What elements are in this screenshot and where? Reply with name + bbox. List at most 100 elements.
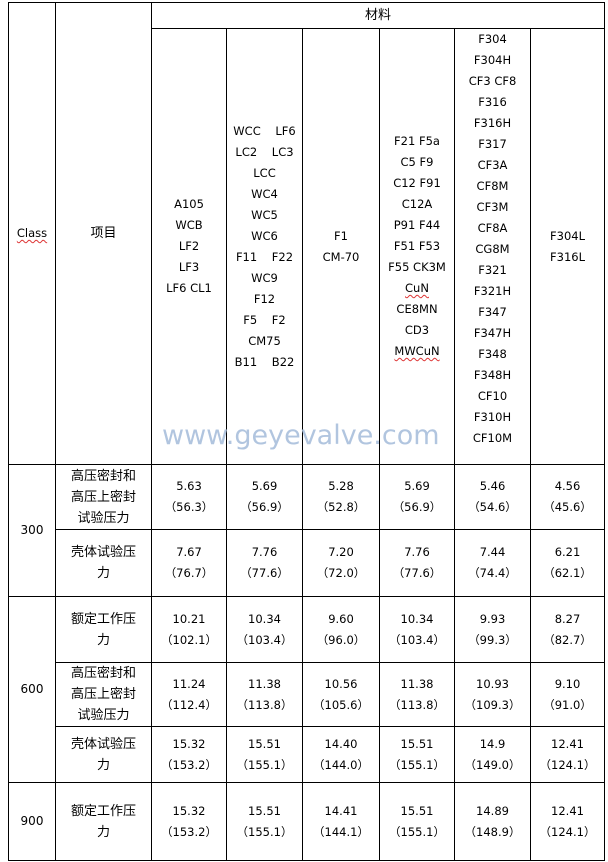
pressure-mpa: 15.51 [248,736,281,751]
pressure-bar: （124.1） [539,757,596,772]
material-grade: F304H [473,53,512,67]
pressure-mpa: 7.76 [404,545,430,559]
pressure-value-cell: 9.10 （91.0） [529,662,606,727]
material-grade: CE8MN [396,302,438,316]
class-header: Class [8,2,56,465]
item-cell: 壳体试验压力 [55,726,152,783]
pressure-mpa: 10.34 [248,611,281,626]
pressure-bar: （124.1） [539,824,596,839]
pressure-mpa: 14.41 [324,803,358,818]
material-grade: WC4 [251,186,278,201]
pressure-value-cell: 12.41 （124.1） [529,726,606,783]
material-grade: CF10 [477,389,508,403]
pressure-bar: （113.8） [236,697,293,712]
pressure-value-cell: 6.21 （62.1） [529,529,606,597]
pressure-mpa: 15.51 [400,803,434,818]
pressure-mpa: 15.32 [172,803,206,818]
pressure-mpa: 9.93 [479,611,506,626]
pressure-mpa: 7.20 [328,545,354,559]
pressure-value-cell: 15.32 （153.2） [151,726,227,783]
material-cell: F21 F5a C5 F9 C12 F91 C12A P91 F44 F51 F53 F55… [379,28,455,465]
material-grade: WCB [175,218,203,232]
item-cell: 额定工作压力 [55,596,152,663]
item-cell: 额定工作压力 [55,782,152,861]
item-line: 试验压力 [77,510,130,526]
material-grade: MWCuN [394,344,440,358]
item-line: 高压密封和 [70,666,136,681]
item-line: 试验压力 [77,708,130,723]
material-cell: WCC LF6 LC2 LC3 LCC WC4 WC5 WC6 F11 F22 WC9 F12 F… [226,28,303,465]
pressure-bar: （56.3） [164,500,214,514]
material-grade: F316L [550,249,585,264]
item-line: 力 [96,566,110,581]
material-grade: WCC LF6 [233,123,296,138]
pressure-bar: （102.1） [161,632,217,647]
item-cell: 高压密封和 高压上密封 试验压力 [55,464,152,530]
material-grade: WC5 [251,207,278,222]
material-grade: C12 F91 [393,176,441,190]
pressure-bar: （62.1） [543,566,592,580]
material-grade: F12 [253,291,276,306]
pressure-value-cell: 9.60 （96.0） [302,596,380,663]
pressure-value-cell: 9.93 （99.3） [454,596,531,663]
material-grade: CM-70 [322,249,360,264]
pressure-bar: （113.8） [389,697,445,712]
material-grade: LF6 CL1 [166,281,212,295]
table-row: 壳体试验压力 7.67 （76.7） 7.76 （77.6） 7.20 （72.0） 7.76… [9,529,606,597]
material-grade: F304L [550,228,585,243]
pressure-value-cell: 8.27 （82.7） [529,596,606,663]
pressure-mpa: 5.69 [251,479,278,493]
pressure-value-cell: 10.34 （103.4） [379,596,455,663]
pressure-bar: （96.0） [316,632,366,647]
pressure-mpa: 10.34 [400,611,434,626]
pressure-mpa: 6.21 [554,545,581,559]
material-grade: F347 [478,305,507,319]
pressure-mpa: 5.28 [328,479,354,493]
material-grade: LF3 [178,260,200,274]
material-grade: P91 F44 [393,218,441,232]
material-cell: F304L F316L [529,28,606,465]
pressure-mpa: 14.9 [479,736,506,751]
material-grade: CF3M [476,200,509,214]
item-cell: 壳体试验压力 [55,529,152,597]
pressure-value-cell: 5.63 （56.3） [151,464,227,530]
pressure-bar: （82.7） [543,632,592,647]
material-grade: B11 B22 [234,354,295,369]
pressure-value-cell: 15.51 （155.1） [379,726,455,783]
material-grade: LF2 [178,239,200,253]
pressure-bar: （103.4） [389,632,445,647]
material-grade: F316 [478,95,507,109]
pressure-bar: （155.1） [236,757,293,772]
material-header: 材料 [150,2,606,29]
pressure-bar: （52.8） [316,500,366,514]
pressure-bar: （149.0） [464,757,521,772]
pressure-value-cell: 10.56 （105.6） [302,662,380,727]
material-grade: F321 [478,263,507,277]
material-grade: F21 F5a [394,134,440,148]
pressure-mpa: 14.89 [476,803,509,818]
pressure-table: Class 项目 材料 A105 WCB LF2 LF3 LF6 CL1 WCC LF6 L… [8,2,606,861]
material-grade: A105 [174,197,204,211]
material-grade: CF10M [472,431,513,445]
pressure-bar: （109.3） [464,697,521,712]
item-line: 高压上密封 [70,687,136,702]
item-line: 壳体试验压 [70,545,136,560]
pressure-mpa: 14.40 [324,736,358,751]
material-grade: WC6 [251,228,278,243]
pressure-mpa: 11.24 [172,676,206,691]
pressure-mpa: 8.27 [554,611,581,626]
pressure-value-cell: 15.51 （155.1） [226,782,303,861]
pressure-bar: （91.0） [543,697,592,712]
pressure-bar: （76.7） [164,566,214,580]
material-grade: CM75 [248,333,281,348]
material-grade: F55 CK3M [388,260,446,274]
pressure-bar: （77.6） [392,566,442,580]
pressure-bar: （74.4） [468,566,517,580]
pressure-value-cell: 5.46 （54.6） [454,464,531,530]
material-grade: F304 [478,32,507,46]
pressure-mpa: 5.46 [479,479,506,493]
pressure-value-cell: 11.24 （112.4） [151,662,227,727]
material-grade: C5 F9 [400,155,434,169]
pressure-bar: （105.6） [313,697,369,712]
pressure-mpa: 7.44 [479,545,506,559]
